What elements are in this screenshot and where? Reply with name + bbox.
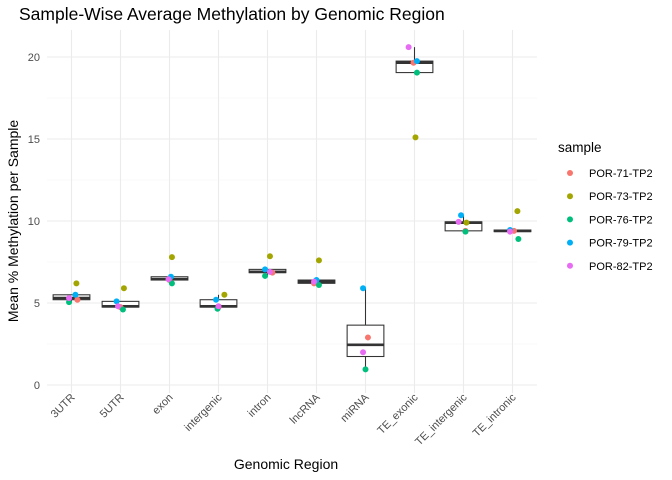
x-axis-ticks: 3UTR 5UTR exon intergenic intron lncRNA miRNA T… [49,391,519,448]
y-axis-ticks: 0 5 10 15 20 [28,52,40,392]
legend-label: POR-82-TP2 [589,261,653,273]
legend-label: POR-79-TP2 [589,238,653,250]
point-POR-76-TP2 [362,366,369,373]
x-tick-label: miRNA [338,391,372,425]
point-POR-73-TP2 [221,291,228,298]
legend-label: POR-71-TP2 [589,168,653,180]
point-POR-71-TP2 [74,296,81,303]
y-tick-label: 20 [28,52,40,64]
x-tick-label: lncRNA [288,391,323,426]
point-POR-76-TP2 [119,306,126,313]
legend-key [567,262,573,269]
x-tick-label: TE_intronic [471,391,519,439]
x-tick-label: intergenic [182,391,225,434]
point-POR-76-TP2 [462,228,469,235]
x-tick-label: exon [150,392,175,417]
x-tick-label: TE_intergenic [413,391,470,448]
legend: sample POR-71-TP2 POR-73-TP2 POR-76-TP2 POR… [558,140,653,273]
point-POR-73-TP2 [120,285,127,292]
y-axis-title: Mean % Methylation per Sample [5,120,21,323]
point-POR-73-TP2 [168,254,175,261]
point-POR-76-TP2 [413,69,420,76]
x-tick-label: intron [246,392,274,420]
point-POR-73-TP2 [412,134,419,141]
point-POR-79-TP2 [262,266,269,273]
point-POR-73-TP2 [463,219,470,226]
x-tick-label: 3UTR [49,392,78,421]
y-tick-label: 15 [28,134,40,146]
x-tick-label: 5UTR [98,392,127,421]
point-POR-79-TP2 [360,285,367,292]
gridlines [47,30,537,393]
point-POR-76-TP2 [515,236,522,243]
point-POR-82-TP2 [266,268,273,275]
legend-key [567,216,573,223]
legend-key [567,170,573,176]
point-POR-76-TP2 [262,272,269,279]
y-tick-label: 5 [34,298,40,310]
point-POR-76-TP2 [315,281,322,288]
legend-key [567,193,573,200]
y-tick-label: 0 [34,380,40,392]
point-POR-79-TP2 [72,291,79,298]
point-POR-76-TP2 [66,299,73,306]
legend-key [567,239,573,246]
point-POR-82-TP2 [360,349,367,356]
point-POR-79-TP2 [213,296,220,303]
point-POR-82-TP2 [455,218,462,225]
legend-label: POR-73-TP2 [589,191,653,203]
point-POR-82-TP2 [66,295,73,302]
point-POR-73-TP2 [514,208,521,215]
x-axis-title: Genomic Region [234,456,338,472]
chart-title: Sample-Wise Average Methylation by Genom… [19,4,445,24]
box-miRNA [346,288,385,370]
x-tick-label: TE_exonic [375,391,421,437]
data-points [66,44,522,373]
point-POR-76-TP2 [168,280,175,287]
point-POR-82-TP2 [165,276,172,283]
legend-title: sample [558,140,602,155]
point-POR-73-TP2 [73,280,80,287]
point-POR-79-TP2 [113,298,120,305]
point-POR-71-TP2 [364,334,371,341]
point-POR-82-TP2 [405,44,412,51]
boxes [52,47,532,370]
point-POR-79-TP2 [413,58,420,65]
point-POR-82-TP2 [115,303,122,310]
point-POR-79-TP2 [458,212,465,219]
point-POR-82-TP2 [507,228,514,235]
y-tick-label: 10 [28,216,40,228]
point-POR-82-TP2 [311,278,318,285]
legend-label: POR-76-TP2 [589,214,653,226]
point-POR-73-TP2 [315,257,322,264]
point-POR-82-TP2 [215,303,222,310]
point-POR-73-TP2 [266,253,273,260]
